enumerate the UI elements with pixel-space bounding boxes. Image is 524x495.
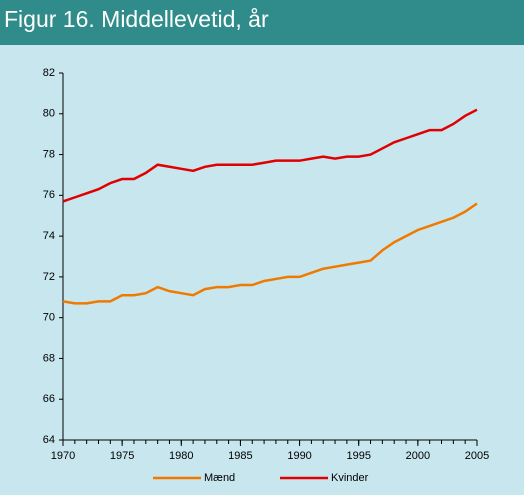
x-tick-label: 2000 — [406, 450, 430, 462]
y-tick-label: 70 — [43, 312, 55, 324]
line-series — [62, 108, 478, 203]
x-tick-label: 2005 — [465, 450, 489, 462]
x-tick-label: 1975 — [110, 450, 134, 462]
y-tick-label: 80 — [43, 108, 55, 120]
x-tick-label: 1995 — [346, 450, 370, 462]
y-tick-label: 78 — [43, 148, 55, 160]
y-tick-label: 66 — [43, 393, 55, 405]
y-tick-label: 68 — [43, 352, 55, 364]
legend-label: Kvinder — [331, 472, 369, 484]
legend-label: Mænd — [204, 472, 235, 484]
y-tick-label: 64 — [43, 434, 55, 446]
y-tick-label: 74 — [43, 230, 55, 242]
x-tick-label: 1985 — [228, 450, 252, 462]
y-tick-label: 82 — [43, 67, 55, 79]
x-tick-label: 1980 — [169, 450, 193, 462]
header: Figur 16. Middellevetid, år — [0, 0, 524, 45]
y-tick-label: 72 — [43, 271, 55, 283]
chart-title: Figur 16. Middellevetid, år — [4, 6, 269, 32]
x-tick-label: 1970 — [51, 450, 75, 462]
line-series — [62, 202, 478, 305]
y-tick-label: 76 — [43, 189, 55, 201]
x-tick-label: 1990 — [287, 450, 311, 462]
